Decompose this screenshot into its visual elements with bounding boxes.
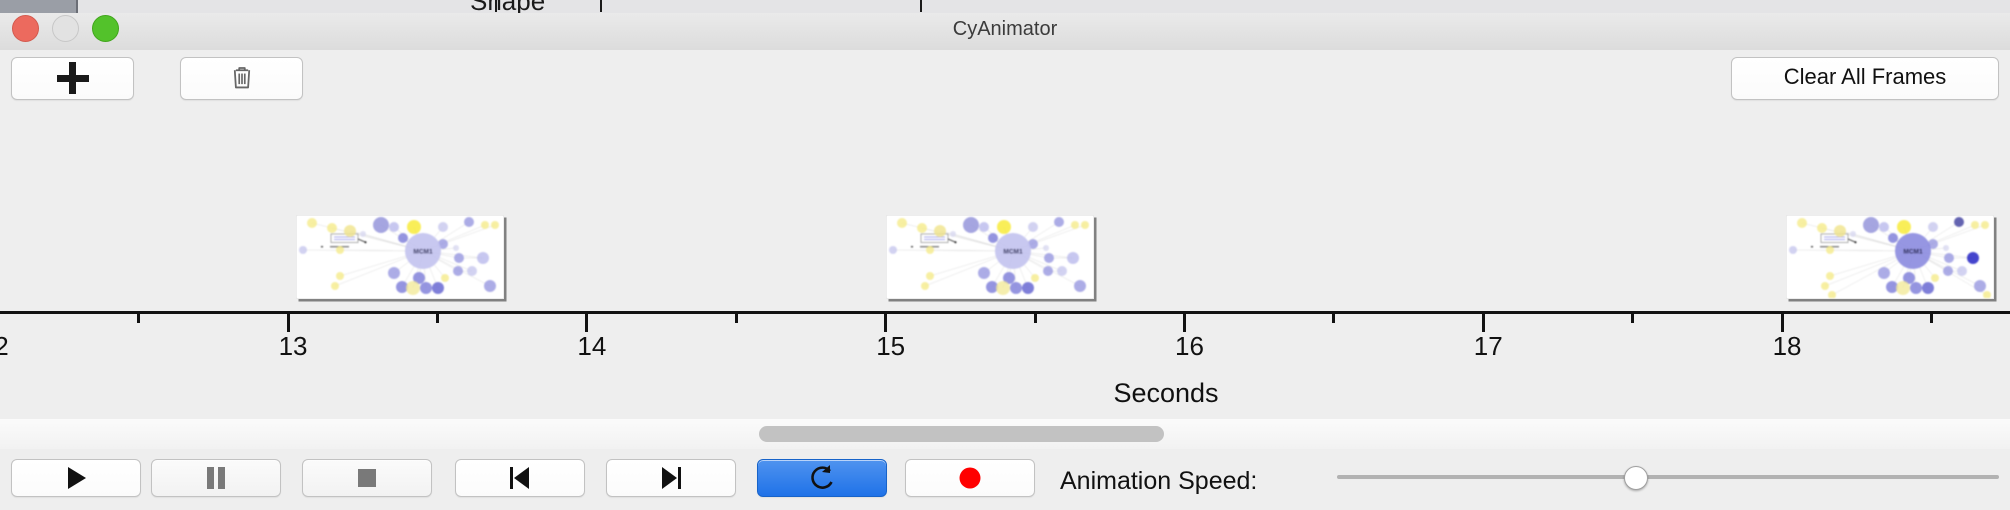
svg-text:MCM1: MCM1 [413,248,433,255]
svg-text:MCM1: MCM1 [1003,248,1023,255]
svg-text:MCM1: MCM1 [1903,248,1923,255]
